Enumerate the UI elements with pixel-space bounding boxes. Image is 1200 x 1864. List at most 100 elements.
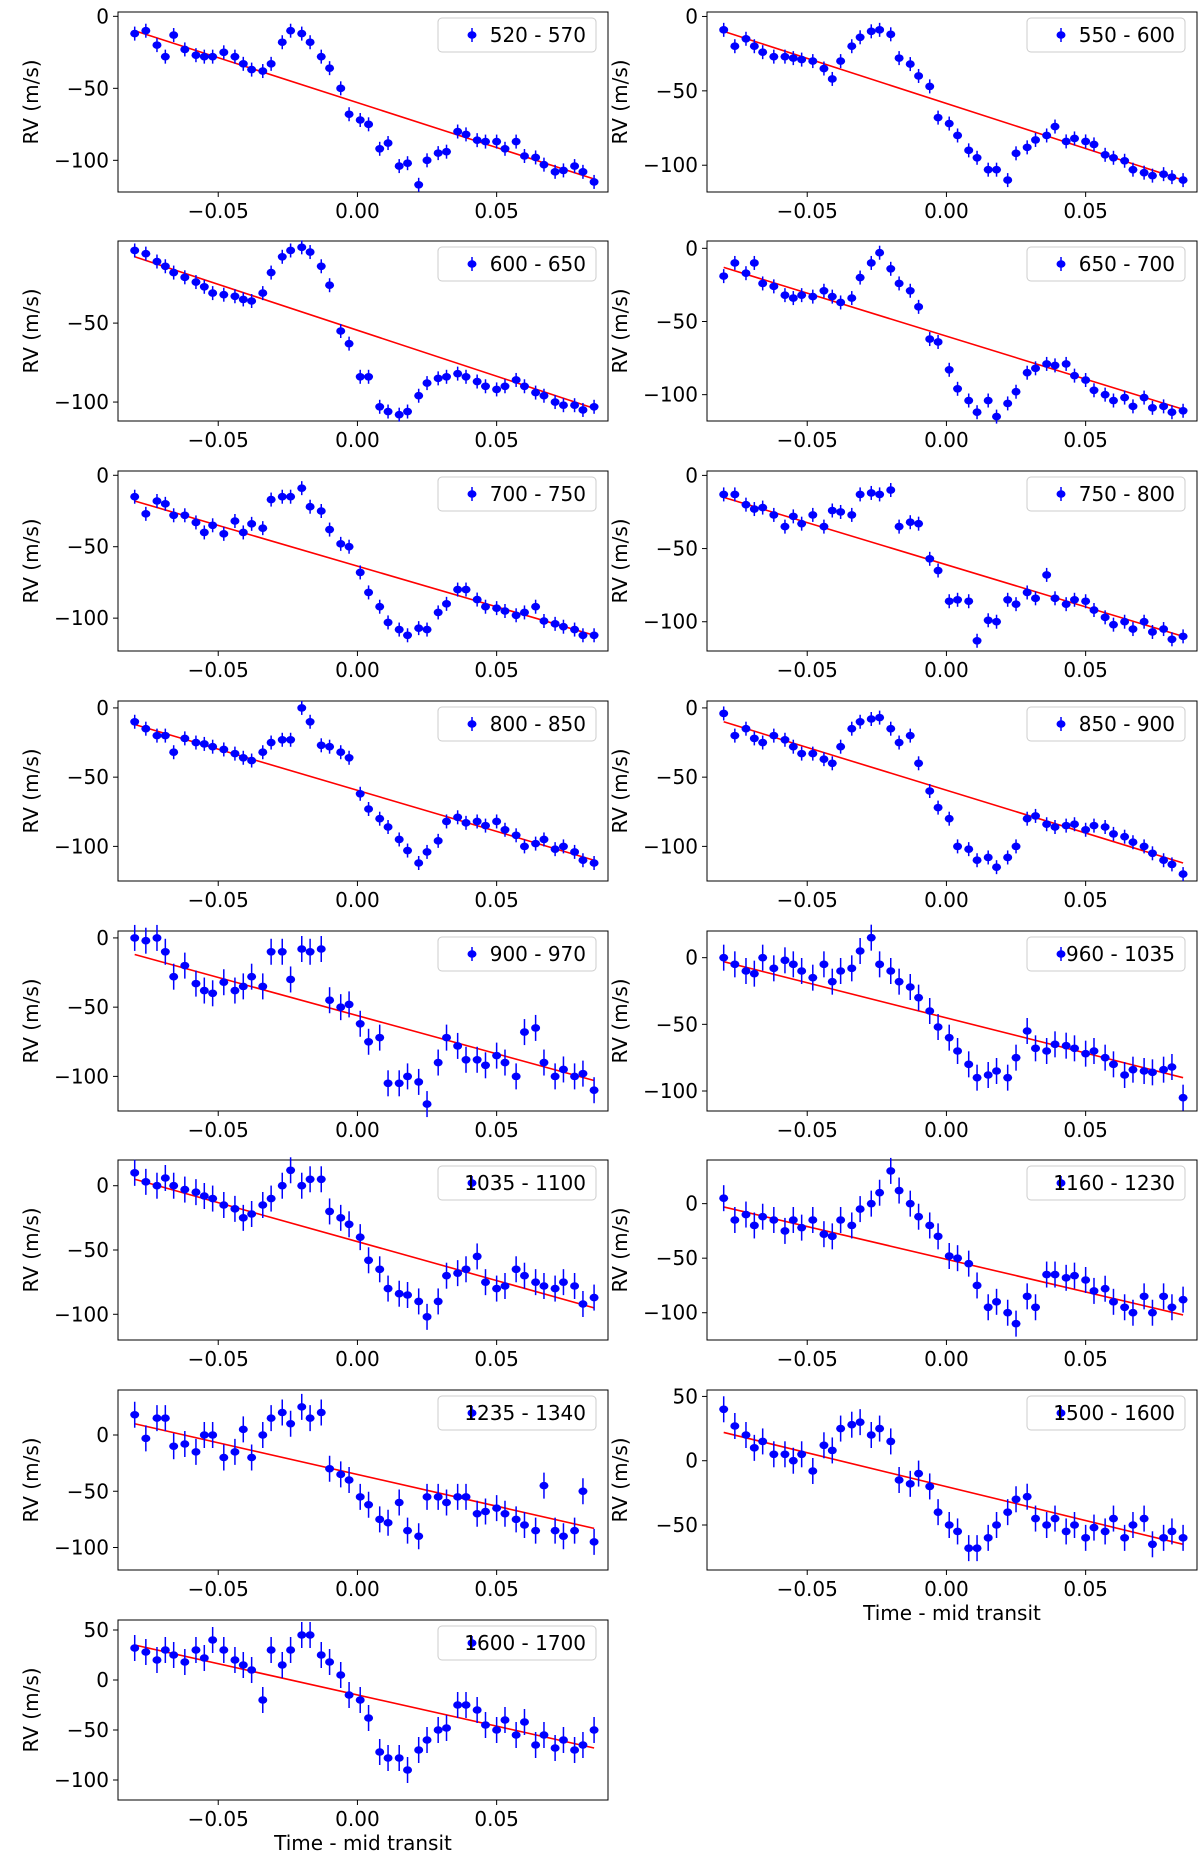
data-point (1031, 1303, 1041, 1312)
data-point (953, 595, 963, 604)
data-point (1070, 1271, 1079, 1280)
data-point (336, 1470, 346, 1479)
y-tick-label: 0 (685, 1449, 698, 1473)
data-point (141, 1434, 151, 1443)
data-point (1159, 1065, 1169, 1074)
data-point (511, 376, 521, 384)
data-point (1167, 1527, 1177, 1536)
data-point (344, 753, 354, 762)
data-point (247, 297, 257, 305)
y-tick-label: −50 (656, 765, 698, 789)
legend-box (437, 17, 597, 53)
data-point (208, 1194, 218, 1203)
data-point (344, 339, 354, 348)
data-point (1042, 1047, 1052, 1055)
data-point (160, 1646, 170, 1654)
data-point (1108, 1298, 1118, 1306)
data-point (1003, 853, 1013, 862)
data-point (558, 1278, 568, 1286)
data-point (286, 26, 296, 35)
data-point (433, 149, 443, 157)
data-point (442, 147, 452, 156)
data-point (383, 407, 393, 416)
data-point (730, 1422, 740, 1430)
legend-label: 800 - 850 (490, 712, 586, 736)
x-tick-label: 0.05 (1063, 1347, 1108, 1371)
data-point (375, 602, 385, 611)
data-point (1042, 1270, 1052, 1279)
data-point (730, 960, 740, 969)
x-tick-label: 0.00 (335, 888, 380, 912)
x-tick-label: −0.05 (777, 1347, 838, 1371)
data-point (1050, 122, 1060, 131)
data-point (1022, 1492, 1032, 1501)
data-point (866, 27, 876, 36)
data-point (531, 153, 541, 162)
legend-marker (467, 31, 477, 39)
data-point (808, 1216, 818, 1224)
axes-frame (117, 1389, 609, 1571)
x-tick-label: 0.00 (924, 1118, 969, 1142)
data-point (219, 290, 229, 299)
data-point (1167, 1063, 1177, 1071)
data-point (1139, 617, 1149, 626)
data-point (1022, 1027, 1032, 1035)
data-point (230, 292, 240, 301)
data-point (1081, 1049, 1091, 1058)
data-point (797, 967, 807, 975)
y-tick-label: −50 (67, 765, 109, 789)
data-point (472, 377, 482, 386)
data-point (925, 787, 935, 795)
data-point (749, 1444, 759, 1452)
data-point (325, 1658, 335, 1666)
data-point (305, 38, 315, 47)
data-point (1167, 635, 1177, 644)
data-point (247, 1210, 257, 1218)
data-point (1081, 137, 1091, 146)
data-point (394, 162, 404, 170)
data-point (827, 292, 837, 301)
data-point (1042, 131, 1052, 140)
data-point (160, 1174, 170, 1182)
axes-frame (706, 11, 1198, 193)
data-point (230, 1448, 240, 1456)
rv-panel-14: −0.05 0.00 0.05 50 0 −50 RV (m/s) 1500 - 1600 Ti… (608, 1384, 1198, 1625)
data-point (788, 54, 798, 62)
data-point (953, 842, 963, 851)
data-point (383, 1284, 393, 1293)
data-point (414, 391, 424, 400)
rv-panel-5: −0.05 0.00 0.05 0 −50 −100 RV (m/s) 700 - 750 (19, 463, 609, 682)
data-point (461, 130, 471, 139)
data-point (1100, 613, 1110, 622)
legend-marker (467, 260, 477, 268)
data-point (344, 1691, 354, 1699)
legend-box (437, 936, 597, 972)
data-point (855, 490, 865, 499)
data-point (983, 396, 993, 405)
data-point (1120, 1071, 1130, 1079)
data-point (886, 486, 896, 494)
data-point (266, 60, 276, 68)
data-point (403, 1291, 413, 1299)
data-point (344, 542, 354, 551)
data-point (570, 1526, 580, 1535)
data-point (152, 1414, 162, 1422)
x-tick-label: −0.05 (777, 658, 838, 682)
data-point (758, 738, 768, 747)
data-point (519, 1521, 529, 1529)
data-point (570, 1072, 580, 1081)
data-point (169, 748, 179, 757)
data-point (944, 597, 954, 606)
legend-box (1026, 1165, 1186, 1201)
data-point (500, 1058, 510, 1067)
data-point (788, 1216, 798, 1224)
data-point (266, 738, 276, 747)
data-point (152, 497, 162, 505)
data-point (1003, 1308, 1013, 1317)
data-point (730, 490, 740, 499)
data-point (453, 1042, 463, 1050)
data-point (983, 853, 993, 862)
data-point (160, 731, 170, 740)
data-point (199, 1654, 209, 1662)
